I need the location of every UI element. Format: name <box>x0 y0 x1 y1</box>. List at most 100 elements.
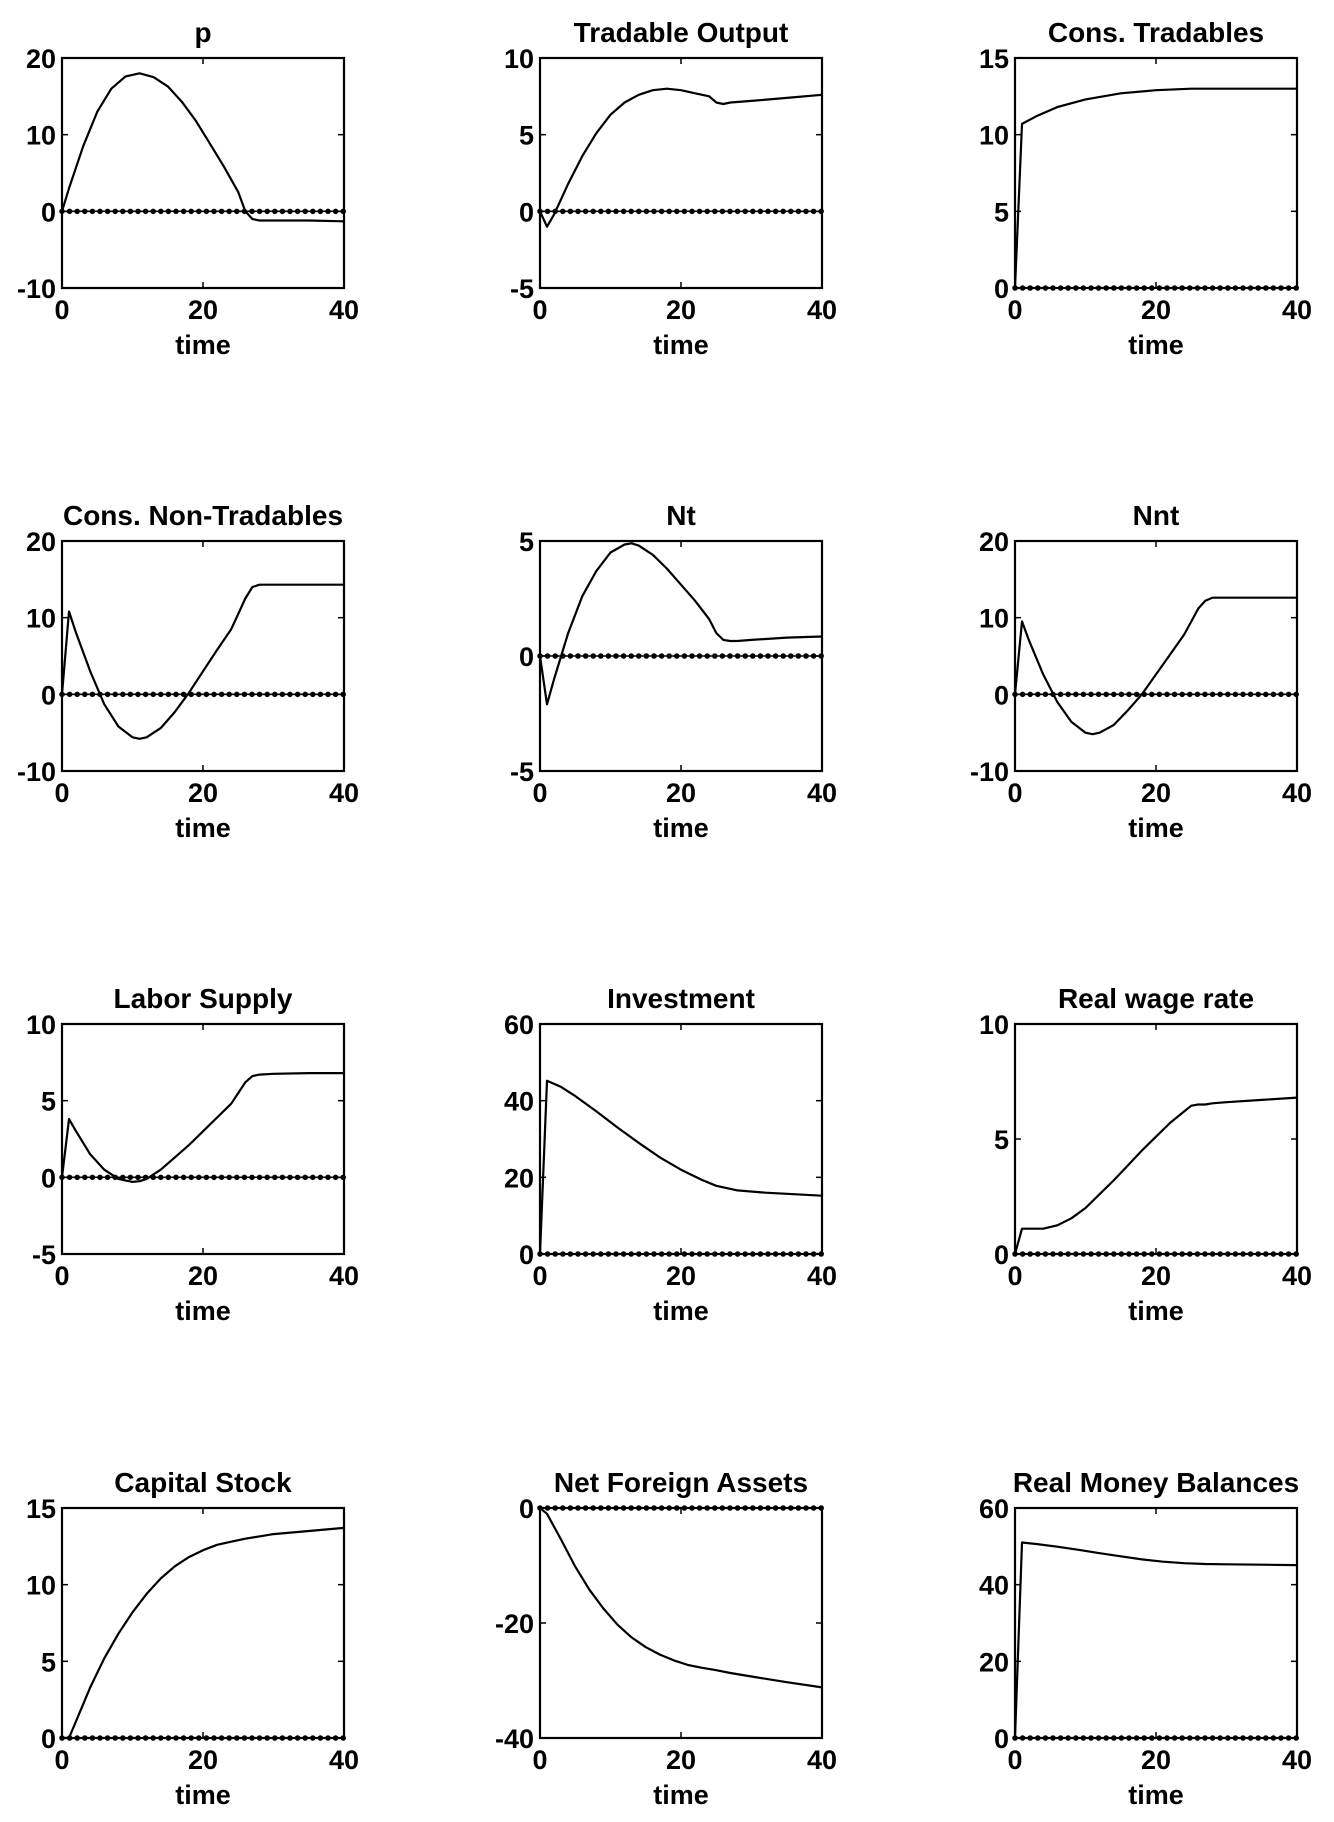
chart-title: Real Money Balances <box>1013 1467 1299 1498</box>
chart-title: Net Foreign Assets <box>554 1467 808 1498</box>
x-tick-label: 0 <box>54 295 69 325</box>
chart-panel: Cons. Tradables 0 20 40 0 5 10 15 time <box>979 17 1312 360</box>
response-line <box>539 1507 823 1689</box>
x-tick-label: 40 <box>807 1745 837 1775</box>
chart-title: Nt <box>666 500 696 531</box>
x-axis-label: time <box>653 1296 709 1326</box>
x-tick-label: 0 <box>1007 295 1022 325</box>
y-tick-label: -10 <box>17 274 56 304</box>
y-tick-label: 10 <box>979 604 1009 634</box>
response-line <box>538 542 823 706</box>
y-tick-label: 5 <box>41 1647 56 1677</box>
y-tick-label: 0 <box>41 1163 56 1193</box>
y-tick-label: -5 <box>510 274 534 304</box>
x-tick-label: 40 <box>1282 1261 1312 1291</box>
y-tick-label: 20 <box>979 1647 1009 1677</box>
plot-frame <box>538 56 824 290</box>
x-tick-label: 20 <box>1141 1745 1171 1775</box>
y-tick-label: 0 <box>519 1494 534 1524</box>
chart-title: Tradable Output <box>574 17 789 48</box>
y-tick-label: 10 <box>504 44 534 74</box>
x-axis-label: time <box>175 1296 231 1326</box>
x-axis-label: time <box>1128 813 1184 843</box>
chart-title: Real wage rate <box>1058 983 1254 1014</box>
y-tick-label: 5 <box>519 121 534 151</box>
chart-panel: Investment 0 20 40 0 20 40 60 time <box>504 983 837 1326</box>
x-tick-label: 40 <box>1282 778 1312 808</box>
x-tick-label: 20 <box>1141 778 1171 808</box>
x-tick-label: 20 <box>666 1261 696 1291</box>
x-tick-label: 40 <box>329 1745 359 1775</box>
y-tick-label: -5 <box>510 757 534 787</box>
x-tick-label: 0 <box>54 1261 69 1291</box>
x-tick-label: 20 <box>1141 1261 1171 1291</box>
y-tick-label: 20 <box>26 44 56 74</box>
x-tick-label: 20 <box>188 778 218 808</box>
plot-frame <box>1013 1022 1299 1256</box>
response-line <box>1013 596 1297 736</box>
x-tick-label: 20 <box>188 1745 218 1775</box>
response-line <box>1013 1096 1298 1255</box>
y-tick-label: 10 <box>979 1010 1009 1040</box>
plot-frame <box>1013 539 1299 773</box>
response-line <box>1013 87 1297 289</box>
x-tick-label: 40 <box>329 1261 359 1291</box>
chart-panel: Net Foreign Assets 0 20 40 -40 -20 0 time <box>495 1467 837 1810</box>
response-line <box>60 72 345 223</box>
x-tick-label: 40 <box>807 778 837 808</box>
y-tick-label: 5 <box>994 197 1009 227</box>
response-line <box>538 1079 823 1255</box>
plot-frame <box>60 1506 346 1740</box>
x-tick-label: 0 <box>1007 778 1022 808</box>
y-tick-label: 0 <box>41 680 56 710</box>
y-tick-label: 15 <box>979 44 1009 74</box>
chart-title: Nnt <box>1133 500 1180 531</box>
y-tick-label: 10 <box>26 604 56 634</box>
response-line <box>1013 1541 1298 1739</box>
plot-frame <box>60 56 346 290</box>
y-tick-label: 60 <box>504 1010 534 1040</box>
response-line <box>60 583 344 740</box>
x-axis-label: time <box>1128 1780 1184 1810</box>
y-tick-label: -10 <box>970 757 1009 787</box>
x-axis-label: time <box>653 1780 709 1810</box>
x-tick-label: 0 <box>532 778 547 808</box>
y-tick-label: 0 <box>41 197 56 227</box>
x-tick-label: 0 <box>1007 1261 1022 1291</box>
y-tick-label: 20 <box>26 527 56 557</box>
x-tick-label: 40 <box>1282 1745 1312 1775</box>
x-axis-label: time <box>175 813 231 843</box>
y-tick-label: 5 <box>41 1087 56 1117</box>
y-tick-label: 5 <box>519 527 534 557</box>
chart-title: Investment <box>607 983 755 1014</box>
y-tick-label: 10 <box>26 1010 56 1040</box>
y-tick-label: 0 <box>994 274 1009 304</box>
x-tick-label: 0 <box>54 1745 69 1775</box>
y-tick-label: 10 <box>26 121 56 151</box>
x-tick-label: 20 <box>1141 295 1171 325</box>
x-tick-label: 20 <box>666 1745 696 1775</box>
x-tick-label: 20 <box>666 778 696 808</box>
y-tick-label: -10 <box>17 757 56 787</box>
chart-panel: Real Money Balances 0 20 40 0 20 40 60 time <box>979 1467 1312 1810</box>
x-tick-label: 0 <box>532 1261 547 1291</box>
y-tick-label: -20 <box>495 1609 534 1639</box>
y-tick-label: 0 <box>994 680 1009 710</box>
plot-frame <box>538 1022 824 1256</box>
y-tick-label: 10 <box>979 121 1009 151</box>
x-tick-label: 0 <box>54 778 69 808</box>
chart-title: Capital Stock <box>114 1467 292 1498</box>
y-tick-label: 0 <box>994 1240 1009 1270</box>
chart-title: Cons. Non-Tradables <box>63 500 343 531</box>
chart-panel: Capital Stock 0 20 40 0 5 10 15 time <box>26 1467 359 1810</box>
x-axis-label: time <box>653 813 709 843</box>
x-axis-label: time <box>175 1780 231 1810</box>
y-tick-label: 0 <box>41 1724 56 1754</box>
